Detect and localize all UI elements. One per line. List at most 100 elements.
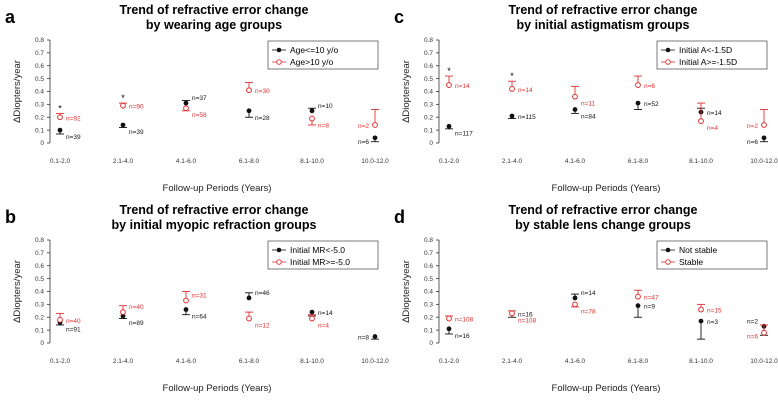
sample-size-label: n=9 bbox=[644, 304, 655, 311]
x-tick-label: 0.1-2.0 bbox=[439, 158, 460, 165]
y-axis-label: ΔDiopters/year bbox=[12, 260, 23, 323]
legend-label: Age>10 y/o bbox=[290, 57, 334, 67]
x-tick-label: 2.1-4.0 bbox=[502, 158, 523, 165]
data-point bbox=[309, 315, 315, 322]
chart-title: Trend of refractive error change bbox=[120, 3, 309, 17]
sample-size-label: n=37 bbox=[192, 95, 207, 102]
y-tick-label: 0.7 bbox=[424, 250, 433, 257]
y-tick-label: 0.6 bbox=[35, 63, 44, 70]
data-point bbox=[572, 295, 578, 301]
series-red: n=40 n=40 n=31 n=12 n=4 bbox=[56, 291, 329, 330]
y-tick-label: 0.5 bbox=[424, 76, 433, 83]
sample-size-label: n=8 bbox=[358, 335, 369, 342]
sample-size-label: n=4 bbox=[318, 323, 329, 330]
data-point bbox=[120, 313, 126, 319]
data-point bbox=[183, 307, 189, 312]
legend-marker bbox=[276, 259, 282, 265]
sample-size-label: n=108 bbox=[455, 317, 474, 324]
chart-subtitle: by initial myopic refraction groups bbox=[112, 218, 317, 232]
y-tick-label: 0.5 bbox=[35, 276, 44, 283]
y-tick-label: 0.6 bbox=[424, 63, 433, 70]
y-tick-label: 0.5 bbox=[35, 76, 44, 83]
data-point bbox=[120, 122, 126, 128]
sample-size-label: n=14 bbox=[518, 87, 533, 94]
data-point bbox=[635, 82, 641, 88]
legend-marker bbox=[665, 259, 671, 265]
series-black: n=117 n=115 n=84 n=52 n=14 n=6 bbox=[445, 100, 768, 146]
x-axis-label: Follow-up Periods (Years) bbox=[552, 183, 661, 194]
y-tick-label: 0.6 bbox=[424, 263, 433, 270]
data-point bbox=[183, 297, 189, 304]
x-tick-label: 4.1-6.0 bbox=[176, 158, 197, 165]
data-point bbox=[372, 334, 378, 339]
x-tick-label: 8.1-10.0 bbox=[300, 358, 324, 365]
panel-letter: c bbox=[394, 7, 404, 27]
data-point bbox=[372, 122, 378, 128]
y-tick-label: 0.1 bbox=[424, 127, 433, 134]
legend: Initial MR<-5.0 Initial MR>=-5.0 bbox=[267, 240, 379, 270]
panel-letter: d bbox=[394, 207, 405, 227]
legend-label: Initial MR<-5.0 bbox=[290, 245, 345, 255]
significance-star: * bbox=[447, 66, 451, 76]
x-axis-label: Follow-up Periods (Years) bbox=[163, 383, 272, 394]
legend-marker bbox=[276, 59, 282, 65]
legend-marker bbox=[665, 59, 671, 65]
data-point bbox=[446, 123, 452, 129]
legend-marker bbox=[276, 47, 282, 53]
sample-size-label: n=108 bbox=[518, 317, 537, 324]
x-axis-label: Follow-up Periods (Years) bbox=[552, 383, 661, 394]
x-tick-label: 6.1-8.0 bbox=[239, 358, 260, 365]
sample-size-label: n=90 bbox=[129, 104, 144, 111]
y-tick-label: 0.7 bbox=[35, 50, 44, 57]
sample-size-label: n=6 bbox=[747, 334, 758, 341]
data-point bbox=[372, 135, 378, 141]
x-tick-label: 10.0-12.0 bbox=[750, 158, 778, 165]
series-red: * n=92 * n=90 n=58 n=30 n=8 n=2 bbox=[56, 82, 379, 130]
sample-size-label: n=40 bbox=[129, 304, 144, 311]
data-point bbox=[57, 316, 63, 323]
sample-size-label: n=8 bbox=[318, 123, 329, 130]
x-tick-label: 4.1-6.0 bbox=[565, 358, 586, 365]
data-point bbox=[309, 115, 315, 122]
chart-subtitle: by initial astigmatism groups bbox=[517, 18, 690, 32]
legend-box bbox=[267, 240, 379, 270]
data-point bbox=[572, 93, 578, 100]
sample-size-label: n=52 bbox=[644, 101, 659, 108]
sample-size-label: n=6 bbox=[644, 83, 655, 90]
sample-size-label: n=92 bbox=[66, 115, 81, 122]
sample-size-label: n=14 bbox=[707, 110, 722, 117]
data-point bbox=[57, 114, 63, 121]
data-point bbox=[246, 295, 252, 301]
y-tick-label: 0.2 bbox=[424, 314, 433, 321]
sample-size-label: n=2 bbox=[358, 123, 369, 130]
y-tick-label: 0.4 bbox=[424, 89, 433, 96]
sample-size-label: n=14 bbox=[581, 290, 596, 297]
sample-size-label: n=64 bbox=[192, 314, 207, 321]
legend: Age<=10 y/o Age>10 y/o bbox=[267, 40, 379, 70]
legend-marker bbox=[665, 247, 671, 253]
legend-label: Initial A>=-1.5D bbox=[679, 57, 737, 67]
data-point bbox=[509, 86, 515, 92]
y-tick-label: 0 bbox=[40, 340, 44, 347]
y-tick-label: 0.8 bbox=[424, 37, 433, 44]
series-black: n=16 n=16 n=14 n=9 n=3 n=2 bbox=[445, 290, 768, 340]
x-tick-label: 4.1-6.0 bbox=[176, 358, 197, 365]
y-tick-label: 0.3 bbox=[35, 102, 44, 109]
data-point bbox=[761, 122, 767, 128]
sample-size-label: n=117 bbox=[455, 130, 473, 137]
data-point bbox=[635, 100, 641, 106]
x-tick-label: 2.1-4.0 bbox=[113, 358, 134, 365]
sample-size-label: n=58 bbox=[192, 112, 207, 119]
y-tick-label: 0.4 bbox=[35, 289, 44, 296]
sample-size-label: n=39 bbox=[66, 134, 81, 141]
sample-size-label: n=28 bbox=[255, 115, 270, 122]
data-point bbox=[698, 118, 704, 125]
x-tick-label: 8.1-10.0 bbox=[689, 158, 713, 165]
series-black: n=91 n=89 n=64 n=46 n=14 n=8 bbox=[56, 290, 379, 342]
panel-letter: b bbox=[5, 207, 16, 227]
x-tick-label: 8.1-10.0 bbox=[689, 358, 713, 365]
data-point bbox=[698, 306, 704, 313]
x-tick-label: 4.1-6.0 bbox=[565, 158, 586, 165]
